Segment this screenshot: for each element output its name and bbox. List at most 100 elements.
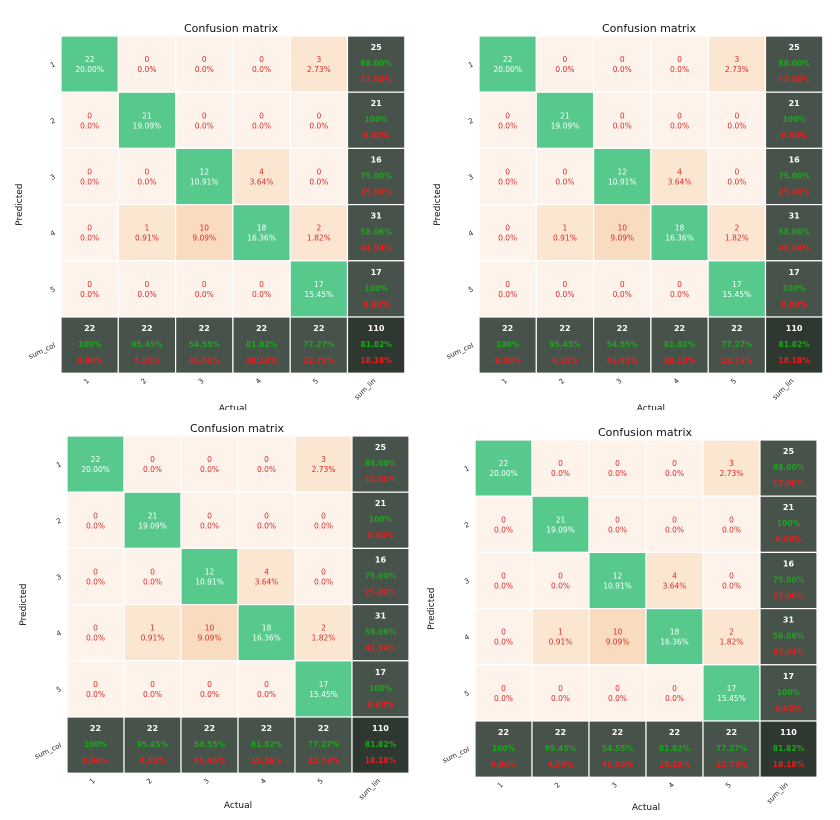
cell-count: 18 (257, 224, 267, 233)
cell-percent: 16.36% (252, 634, 281, 643)
cell-percent: 0.0% (727, 178, 746, 187)
cell-count: 21 (556, 515, 566, 524)
matrix-cell (351, 716, 410, 774)
cell-accuracy: 100% (84, 740, 108, 749)
matrix-cell (645, 495, 704, 553)
cell-accuracy: 75.00% (365, 571, 397, 580)
matrix-cell (531, 608, 590, 666)
cell-error: 18.18% (246, 356, 278, 365)
matrix-cell (180, 547, 239, 606)
matrix-cell (123, 716, 182, 774)
cell-percent: 0.0% (494, 638, 513, 647)
cell-count: 1 (145, 224, 150, 233)
cell-accuracy: 88.00% (779, 59, 811, 68)
cell-count: 110 (372, 724, 389, 733)
y-tick-label: 3 (463, 577, 470, 586)
cell-count: 0 (672, 684, 677, 693)
cell-error: 41.94% (773, 648, 805, 657)
confusion-matrix-panel-4: Confusion matrix Actual Predicted 22 20.00% 0… (420, 410, 840, 816)
cell-count: 0 (150, 455, 155, 464)
cell-percent: 20.00% (81, 465, 110, 474)
cell-percent: 19.09% (546, 525, 575, 534)
matrix-cell (531, 551, 590, 610)
cell-count: 0 (264, 680, 269, 689)
cell-count: 18 (675, 224, 685, 233)
cell-percent: 10.91% (195, 578, 224, 587)
cell-count: 31 (783, 616, 795, 625)
cell-count: 17 (314, 280, 324, 289)
cell-percent: 16.36% (665, 234, 694, 243)
cell-count: 0 (501, 628, 506, 637)
cell-count: 0 (321, 568, 326, 577)
cell-count: 0 (672, 515, 677, 524)
cell-percent: 0.0% (665, 469, 684, 478)
cell-count: 22 (91, 455, 101, 464)
cell-percent: 0.0% (195, 290, 214, 299)
matrix-cell (180, 660, 239, 718)
matrix-cell (123, 660, 182, 718)
cell-count: 3 (316, 55, 321, 64)
cell-count: 22 (147, 724, 158, 733)
cell-percent: 15.45% (305, 290, 334, 299)
cell-count: 110 (786, 324, 803, 333)
cell-percent: 0.0% (195, 121, 214, 130)
cell-percent: 0.0% (498, 234, 517, 243)
matrix-cell (232, 204, 291, 262)
cell-error: 4.55% (139, 756, 166, 765)
matrix-cell (535, 204, 595, 262)
cell-count: 0 (505, 168, 510, 177)
cell-percent: 2.73% (307, 65, 331, 74)
cell-percent: 0.0% (613, 290, 632, 299)
cell-percent: 0.0% (613, 121, 632, 130)
cell-count: 110 (780, 728, 797, 737)
x-tick-label: 3 (197, 377, 206, 386)
cell-percent: 9.09% (198, 634, 222, 643)
cell-accuracy: 54.55% (194, 740, 226, 749)
y-tick-label: 4 (463, 633, 471, 642)
cell-accuracy: 95.45% (131, 340, 163, 349)
cell-count: 0 (734, 168, 739, 177)
cell-count: 2 (729, 628, 734, 637)
cell-percent: 0.0% (670, 290, 689, 299)
cell-count: 21 (375, 499, 387, 508)
x-tick-label: 5 (724, 781, 733, 790)
matrix-cell (175, 316, 234, 374)
cell-accuracy: 81.82% (246, 340, 278, 349)
y-tick-label: sum_col (445, 341, 474, 360)
cell-percent: 0.0% (498, 121, 517, 130)
cell-count: 0 (264, 511, 269, 520)
cell-error: 0.00% (77, 356, 104, 365)
x-tick-label: 1 (500, 377, 509, 386)
cell-count: 25 (371, 43, 383, 52)
cell-error: 22.73% (716, 760, 748, 769)
cell-percent: 0.0% (555, 65, 574, 74)
cell-count: 22 (498, 728, 509, 737)
cell-percent: 3.64% (668, 178, 692, 187)
cell-count: 0 (207, 511, 212, 520)
matrix-cell (294, 491, 353, 549)
cell-percent: 19.09% (138, 521, 167, 530)
cell-accuracy: 100% (365, 115, 389, 124)
cell-count: 12 (613, 572, 623, 581)
matrix-cell (707, 204, 767, 262)
cell-percent: 15.45% (309, 690, 338, 699)
cell-count: 22 (612, 728, 623, 737)
cell-count: 0 (505, 224, 510, 233)
cell-percent: 2.73% (720, 469, 744, 478)
chart-title: Confusion matrix (598, 426, 693, 439)
cell-count: 0 (202, 55, 207, 64)
matrix-cell (175, 91, 234, 149)
cell-count: 31 (375, 612, 387, 621)
matrix-cell (180, 604, 239, 662)
cell-percent: 0.0% (555, 290, 574, 299)
matrix-cell (593, 91, 652, 149)
cell-error: 25.00% (365, 587, 397, 596)
matrix-cell (474, 720, 533, 778)
cell-error: 45.45% (607, 356, 639, 365)
cell-count: 22 (313, 324, 324, 333)
y-tick-label: 1 (467, 60, 474, 69)
cell-accuracy: 77.27% (303, 340, 335, 349)
cell-percent: 1.82% (720, 638, 744, 647)
cell-count: 0 (202, 111, 207, 120)
cell-error: 18.18% (773, 760, 805, 769)
